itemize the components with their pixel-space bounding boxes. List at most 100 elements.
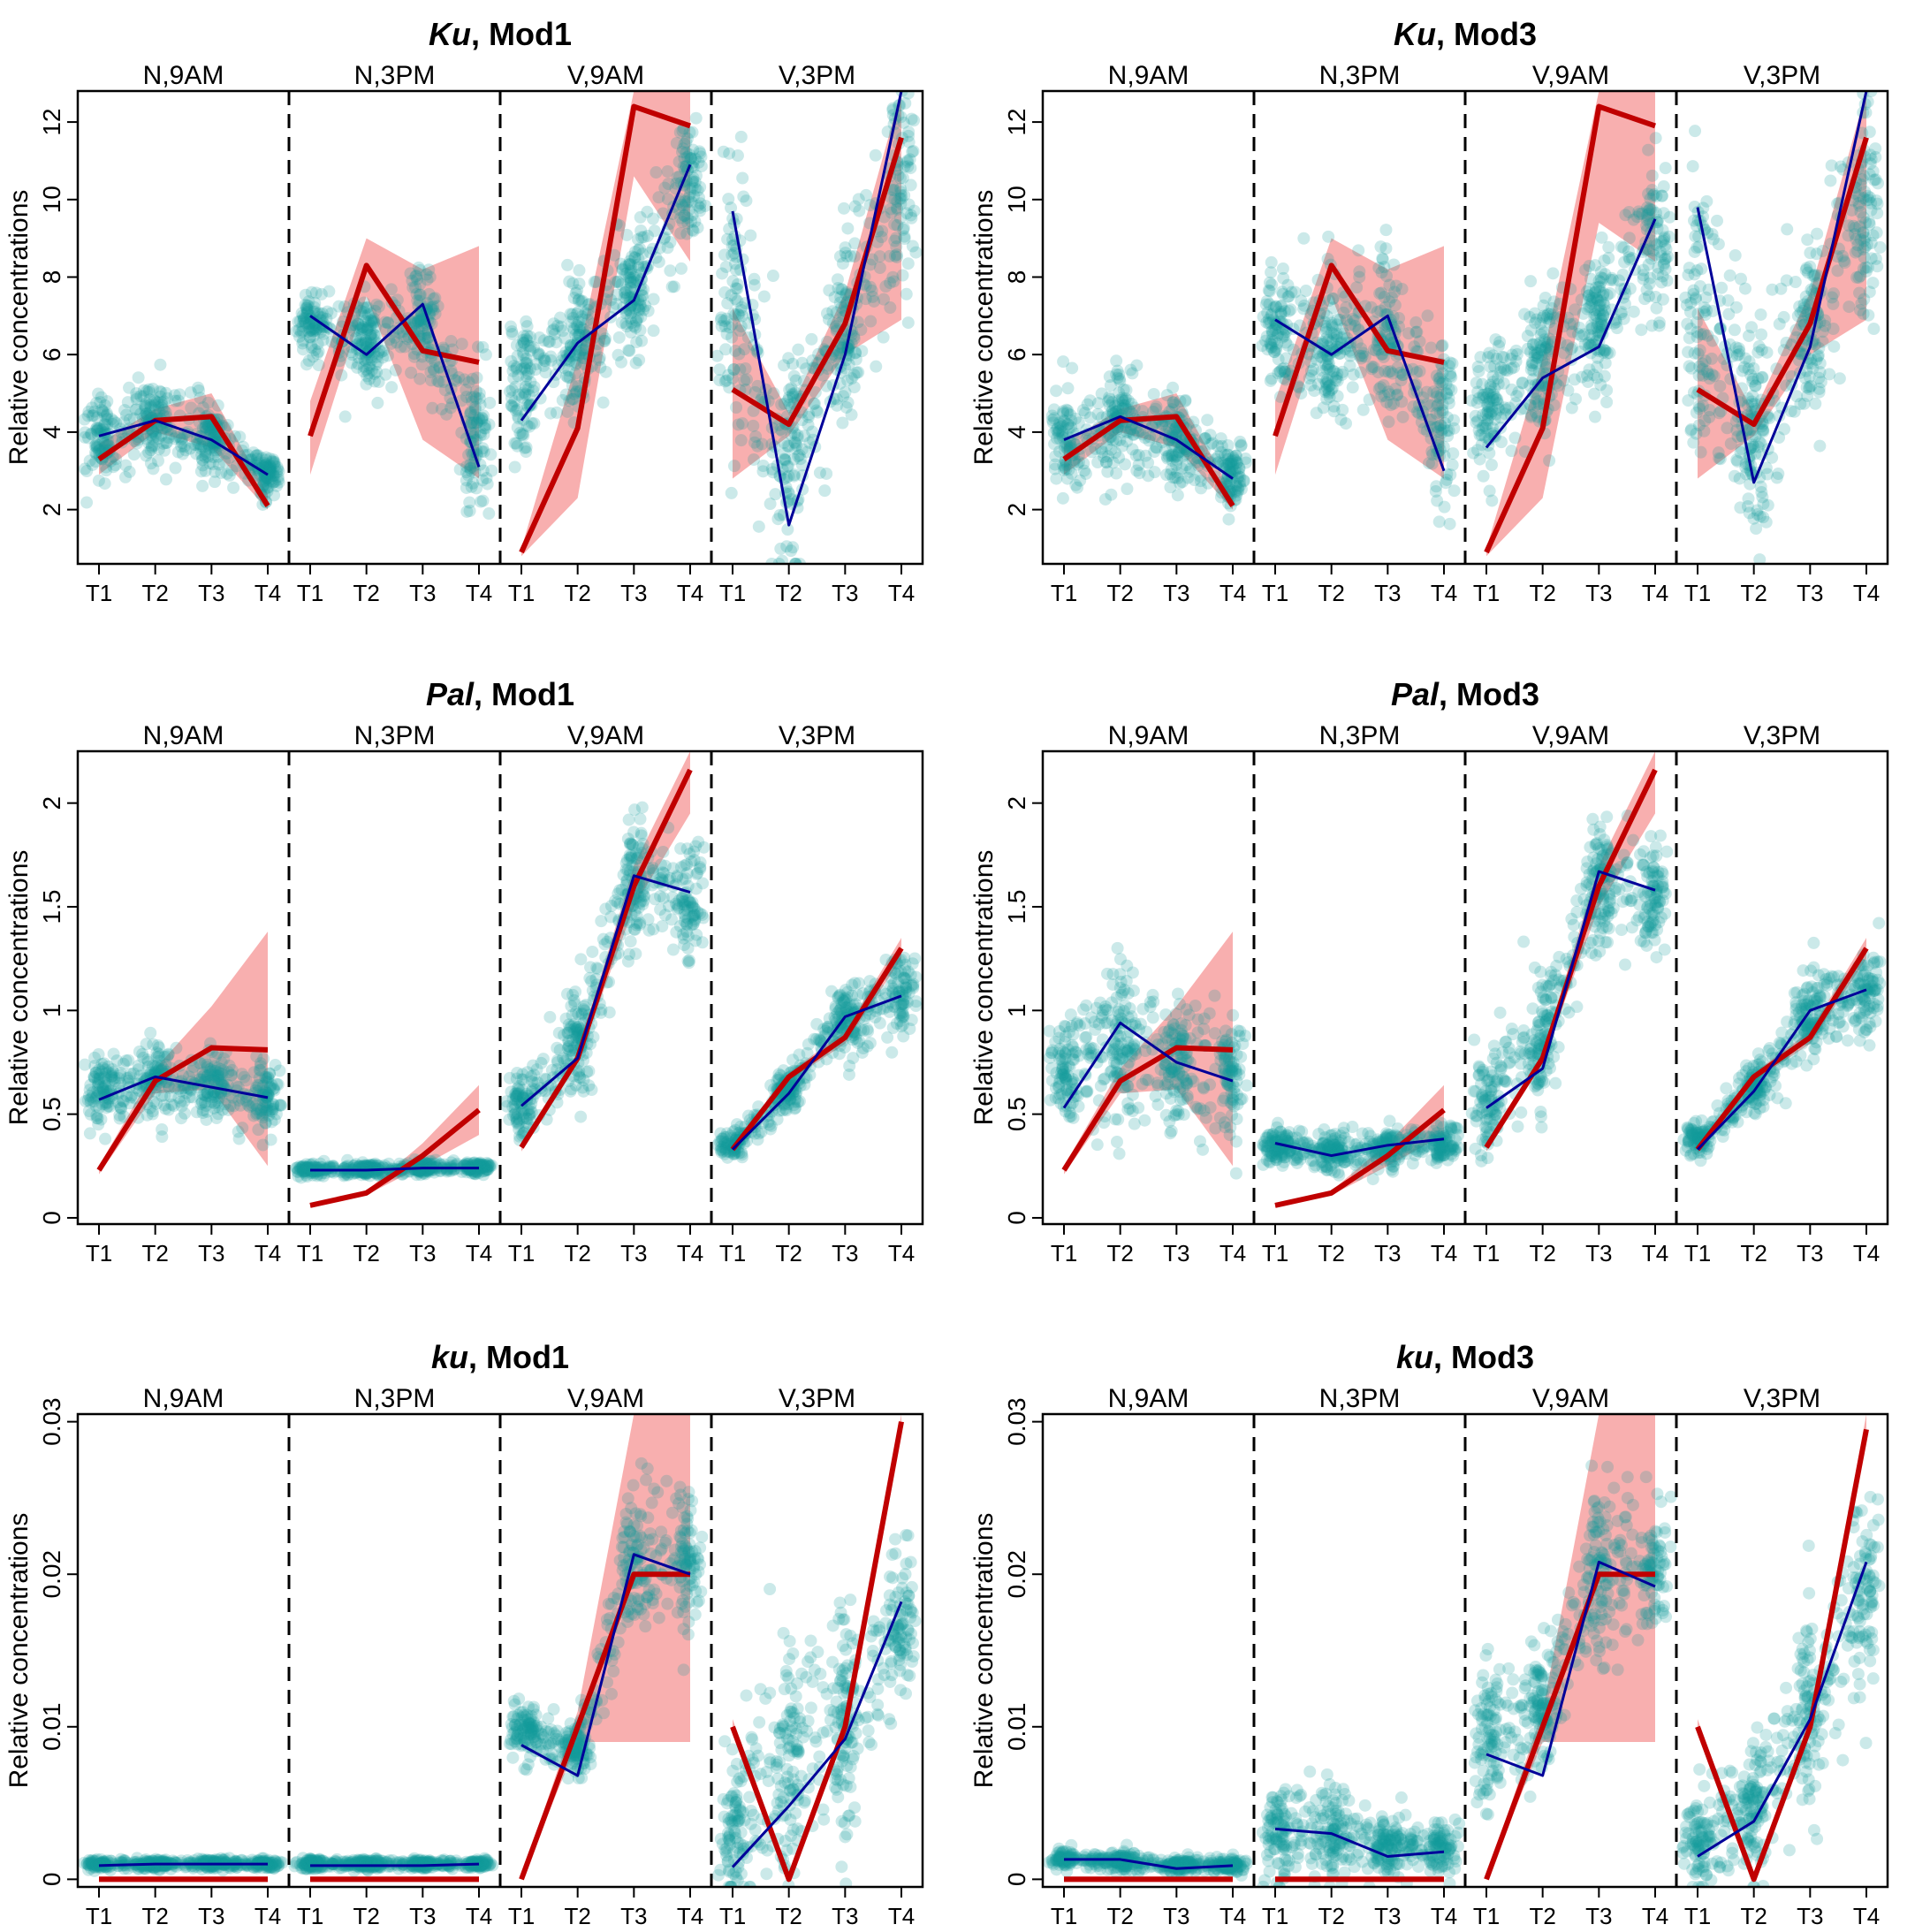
sample-point [202, 442, 216, 455]
y-tick-label: 0.5 [38, 1097, 65, 1131]
sample-point [687, 161, 700, 174]
sample-point [547, 323, 560, 336]
sample-point [1799, 290, 1812, 303]
sample-point [369, 321, 382, 334]
sample-point [250, 449, 263, 462]
sample-point [686, 224, 699, 237]
sample-point [95, 391, 108, 404]
sample-point [305, 341, 318, 354]
sample-point [171, 445, 185, 459]
sample-point [672, 203, 686, 217]
sample-point [764, 498, 777, 511]
sample-point [1201, 414, 1214, 427]
sample-point [162, 431, 175, 445]
sample-point [460, 481, 473, 494]
sample-point [1443, 517, 1456, 530]
sample-point [302, 321, 315, 334]
sample-point [907, 144, 920, 157]
sample-point [307, 350, 320, 363]
sample-point [661, 193, 674, 206]
sample-point [1835, 160, 1848, 173]
sample-point [1812, 382, 1826, 395]
sample-point [431, 375, 445, 388]
sample-point [263, 460, 277, 473]
sample-point [304, 312, 317, 325]
sample-point [1485, 459, 1498, 472]
sample-point [1476, 377, 1489, 391]
sample-point [1497, 377, 1510, 390]
sample-point [392, 326, 406, 339]
sample-point [88, 439, 102, 453]
sample-point [581, 314, 595, 327]
sample-point [247, 1109, 261, 1122]
sample-point [155, 396, 168, 409]
sample-point [726, 331, 739, 344]
sample-point [1431, 494, 1444, 507]
sample-point [1352, 244, 1365, 257]
sample-point [144, 399, 157, 412]
sample-point [534, 392, 547, 405]
sample-point [676, 125, 689, 138]
sample-point [259, 453, 272, 467]
sample-point [465, 480, 478, 493]
sample-point [375, 346, 388, 359]
panel-label-n9am: N,9AM [1108, 61, 1189, 90]
sample-point [631, 312, 644, 325]
sample-point [623, 345, 636, 358]
y-tick-label: 1.5 [38, 890, 65, 924]
sample-point [519, 380, 532, 393]
sample-point [378, 316, 391, 329]
sample-point [568, 367, 581, 380]
sample-point [630, 314, 643, 327]
sample-point [1194, 475, 1207, 488]
sample-point [118, 415, 131, 429]
sample-point [1117, 399, 1130, 412]
y-tick-label: 2 [38, 503, 65, 517]
sample-point [196, 479, 209, 492]
sample-point [209, 438, 222, 452]
sample-point [519, 356, 532, 369]
sample-point [1379, 242, 1393, 255]
sample-point [477, 445, 490, 459]
sample-point [345, 356, 358, 369]
sample-point [367, 312, 380, 325]
sample-point [1142, 456, 1155, 469]
sample-point [551, 406, 564, 419]
sample-point [515, 391, 528, 404]
sample-point [90, 441, 103, 454]
sample-point [622, 271, 635, 285]
x-tick-label: T1 [1051, 580, 1077, 606]
sample-point [297, 315, 310, 328]
sample-point [1752, 436, 1766, 449]
sample-point [194, 392, 207, 405]
sample-point [159, 473, 172, 486]
sample-point [615, 278, 628, 291]
sample-point [904, 162, 917, 175]
sample-point [1281, 290, 1295, 303]
sample-point [619, 284, 633, 297]
sample-point [561, 405, 574, 418]
sample-point [365, 327, 378, 340]
y-tick-label: 12 [38, 109, 65, 136]
sample-point [520, 364, 534, 377]
sample-point [1728, 323, 1741, 337]
sample-point [688, 152, 702, 165]
observed-line [308, 262, 480, 437]
sample-point [312, 359, 325, 372]
sample-point [303, 331, 316, 344]
sample-point [119, 408, 133, 422]
sample-point [99, 438, 112, 452]
sample-point [138, 409, 151, 422]
sample-point [1860, 239, 1873, 252]
sample-point [225, 464, 239, 477]
sample-point [520, 441, 533, 454]
sample-point [310, 347, 323, 361]
sample-point [361, 322, 374, 335]
sample-point [678, 209, 691, 223]
sample-point [624, 271, 637, 285]
sample-point [855, 323, 868, 337]
sample-point [462, 376, 475, 389]
sample-point [214, 1062, 227, 1076]
sample-point [628, 301, 642, 315]
sample-point [93, 438, 106, 452]
